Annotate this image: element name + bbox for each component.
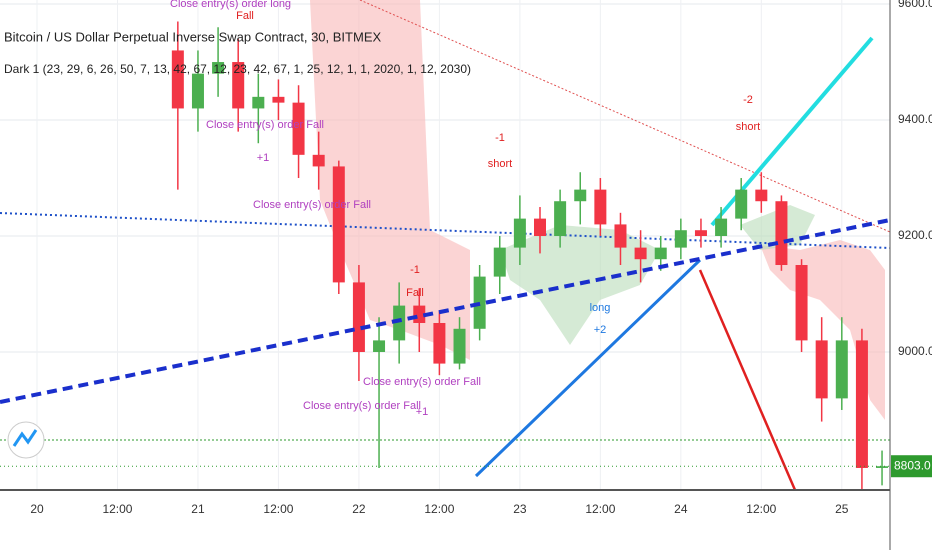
x-tick-label: 25 — [835, 502, 849, 516]
candle-body — [191, 73, 204, 109]
cloud-bearish — [310, 0, 470, 360]
candle-body — [694, 230, 707, 237]
candles — [171, 21, 889, 492]
candle-body — [352, 282, 365, 352]
annotation: Close entry(s) order long — [170, 0, 291, 10]
chart-title: Bitcoin / US Dollar Perpetual Inverse Sw… — [4, 29, 381, 44]
candle-body — [433, 322, 446, 364]
annotation: +2 — [594, 324, 607, 336]
trend-line — [474, 258, 702, 478]
cloud-bearish — [760, 240, 885, 420]
annotation: -2 — [743, 94, 753, 106]
candle-body — [513, 218, 526, 248]
candle-body — [654, 247, 667, 260]
candle-body — [252, 96, 265, 109]
candle-body — [876, 466, 889, 468]
candle-body — [272, 96, 285, 103]
annotation: Fall — [236, 10, 254, 22]
x-tick-label: 22 — [352, 502, 366, 516]
trend-line — [359, 0, 891, 233]
candle-body — [815, 340, 828, 399]
candle-body — [715, 218, 728, 237]
annotation: +1 — [416, 406, 429, 418]
logo-icon — [12, 429, 38, 447]
candle-body — [554, 201, 567, 237]
candle-body — [312, 154, 325, 167]
candle-body — [674, 230, 687, 248]
annotation: Close entry(s) order Fall — [303, 400, 421, 412]
trend-line — [0, 212, 891, 249]
x-tick-label: 24 — [674, 502, 688, 516]
candle-body — [171, 50, 184, 109]
candle-body — [634, 247, 647, 260]
candle-body — [755, 189, 768, 202]
annotation: -1 — [495, 132, 505, 144]
candle-body — [735, 189, 748, 219]
candle-body — [534, 218, 546, 237]
y-tick-label: 9400.0 — [898, 112, 932, 126]
candle-body — [795, 265, 808, 341]
x-tick-label: 12:00 — [585, 502, 615, 516]
candle-body — [614, 224, 627, 248]
x-tick-label: 20 — [30, 502, 44, 516]
x-tick-label: 23 — [513, 502, 527, 516]
y-tick-label: 9000.0 — [898, 344, 932, 358]
candle-body — [373, 340, 386, 352]
x-tick-label: 12:00 — [424, 502, 454, 516]
x-tick-label: 12:00 — [102, 502, 132, 516]
annotation: +1 — [257, 152, 270, 164]
annotation: Close entry(s) order Fall — [253, 199, 371, 211]
x-tick-label: 12:00 — [263, 502, 293, 516]
annotation: long — [590, 302, 611, 314]
candle-body — [332, 166, 345, 283]
last-price-label: 8803.0 — [894, 458, 931, 472]
annotation: short — [488, 158, 512, 170]
annotation: Close entry(s) order Fall — [363, 376, 481, 388]
candle-body — [775, 201, 788, 266]
annotation: Fall — [406, 287, 424, 299]
trend-line — [0, 218, 891, 404]
annotation: short — [736, 121, 760, 133]
candle-body — [594, 189, 607, 225]
y-tick-label: 9200.0 — [898, 228, 932, 242]
time-axis — [0, 490, 890, 550]
last-price-tag — [891, 455, 932, 478]
annotation: Close entry(s) order Fall — [206, 119, 324, 131]
x-tick-label: 21 — [191, 502, 205, 516]
candle-body — [453, 328, 466, 364]
indicator-label: Dark 1 (23, 29, 6, 26, 50, 7, 13, 42, 67… — [4, 62, 471, 76]
candle-body — [574, 189, 587, 202]
candle-body — [212, 62, 225, 74]
candle-body — [855, 340, 868, 468]
candle-body — [493, 247, 506, 277]
trend-line — [698, 269, 797, 491]
x-tick-label: 12:00 — [746, 502, 776, 516]
y-tick-label: 9600.0 — [898, 0, 932, 10]
candle-body — [292, 102, 305, 155]
annotation: -1 — [410, 264, 420, 276]
candle-body — [835, 340, 848, 399]
candle-body — [393, 305, 406, 341]
candle-body — [232, 62, 245, 109]
